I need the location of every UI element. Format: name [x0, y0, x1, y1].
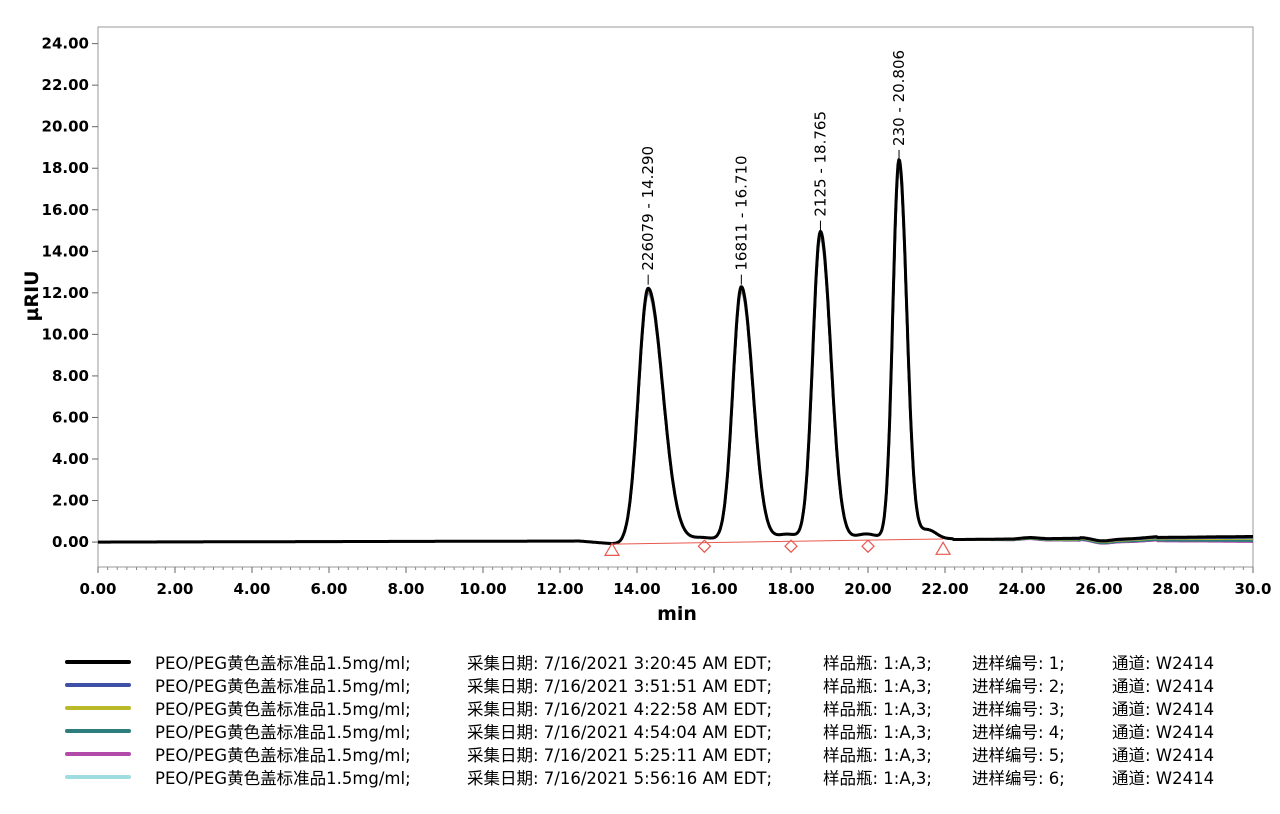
legend-injection: 进样编号: 1; [972, 653, 1065, 673]
legend-vial: 样品瓶: 1:A,3; [823, 676, 932, 696]
peak-label-layer: 226079 - 14.290 16811 - 16.710 2125 - 18.7… [639, 50, 908, 285]
legend-sample-name: PEO/PEG黄色盖标准品1.5mg/ml; [155, 653, 411, 673]
series-line-1 [97, 158, 1254, 545]
plot-frame [97, 26, 1254, 568]
integration-drop-marker [784, 539, 798, 554]
series-line-2 [97, 160, 1254, 545]
y-axis-title: µRIU [21, 270, 43, 321]
y-tick-label: 16.00 [42, 201, 89, 219]
legend-vial: 样品瓶: 1:A,3; [823, 653, 932, 673]
series-line-3 [97, 162, 1254, 545]
legend-sample-name: PEO/PEG黄色盖标准品1.5mg/ml; [155, 676, 411, 696]
legend-sample-name: PEO/PEG黄色盖标准品1.5mg/ml; [155, 699, 411, 719]
y-tick-label: 20.00 [42, 118, 89, 136]
x-tick-label: 2.00 [156, 580, 193, 598]
legend-swatch [65, 705, 131, 710]
legend-channel: 通道: W2414 [1112, 676, 1215, 696]
peak-label-3: 2125 - 18.765 [811, 111, 829, 217]
legend: PEO/PEG黄色盖标准品1.5mg/ml; 采集日期: 7/16/2021 3:… [65, 650, 1265, 788]
legend-vial: 样品瓶: 1:A,3; [823, 699, 932, 719]
integration-drop-marker [697, 539, 712, 554]
legend-swatch [65, 774, 131, 779]
legend-acquired-date: 采集日期: 7/16/2021 5:56:16 AM EDT; [467, 768, 773, 788]
legend-row: PEO/PEG黄色盖标准品1.5mg/ml; 采集日期: 7/16/2021 5:… [65, 742, 1265, 765]
y-tick-label: 10.00 [42, 325, 89, 343]
legend-acquired-date: 采集日期: 7/16/2021 3:51:51 AM EDT; [467, 676, 773, 696]
y-tick-label: 0.00 [52, 533, 89, 551]
y-tick-label: 24.00 [42, 35, 89, 53]
x-tick-label: 10.00 [459, 580, 506, 598]
legend-swatch [65, 728, 131, 733]
legend-swatch [65, 682, 131, 687]
x-tick-label: 24.00 [998, 580, 1045, 598]
y-tick-label: 2.00 [52, 492, 89, 510]
integration-drop-marker [861, 539, 875, 554]
legend-row: PEO/PEG黄色盖标准品1.5mg/ml; 采集日期: 7/16/2021 4:… [65, 719, 1265, 742]
series-line-5 [97, 164, 1254, 545]
x-tick-label: 26.00 [1075, 580, 1122, 598]
legend-vial: 样品瓶: 1:A,3; [823, 768, 932, 788]
legend-swatch [65, 751, 131, 756]
y-tick-label: 18.00 [42, 159, 89, 177]
legend-acquired-date: 采集日期: 7/16/2021 3:20:45 AM EDT; [467, 653, 773, 673]
integration-start-marker [603, 542, 621, 556]
legend-channel: 通道: W2414 [1112, 745, 1215, 765]
legend-injection: 进样编号: 6; [972, 768, 1065, 788]
integration-start-marker [935, 541, 952, 555]
y-tick-label: 22.00 [42, 76, 89, 94]
legend-row: PEO/PEG黄色盖标准品1.5mg/ml; 采集日期: 7/16/2021 5:… [65, 765, 1265, 788]
legend-sample-name: PEO/PEG黄色盖标准品1.5mg/ml; [155, 722, 411, 742]
legend-vial: 样品瓶: 1:A,3; [823, 722, 932, 742]
x-tick-label: 14.00 [613, 580, 660, 598]
legend-injection: 进样编号: 5; [972, 745, 1065, 765]
axes-layer: 0.00 2.00 4.00 6.00 8.00 10.00 12.00 14.00 16.00… [42, 26, 1272, 598]
y-tick-label: 14.00 [42, 242, 89, 260]
legend-vial: 样品瓶: 1:A,3; [823, 745, 932, 765]
y-tick-label: 8.00 [52, 367, 89, 385]
series-line-6 [97, 166, 1254, 545]
legend-sample-name: PEO/PEG黄色盖标准品1.5mg/ml; [155, 768, 411, 788]
x-tick-label: 4.00 [233, 580, 270, 598]
integration-layer [603, 538, 952, 556]
x-tick-label: 0.00 [79, 580, 116, 598]
legend-acquired-date: 采集日期: 7/16/2021 4:54:04 AM EDT; [467, 722, 773, 742]
legend-injection: 进样编号: 4; [972, 722, 1065, 742]
integration-baseline [611, 538, 944, 545]
legend-row: PEO/PEG黄色盖标准品1.5mg/ml; 采集日期: 7/16/2021 3:… [65, 673, 1265, 696]
x-tick-label: 8.00 [387, 580, 424, 598]
peak-label-1: 226079 - 14.290 [639, 146, 657, 271]
legend-injection: 进样编号: 3; [972, 699, 1065, 719]
legend-channel: 通道: W2414 [1112, 699, 1215, 719]
x-axis-title: min [657, 603, 697, 625]
legend-swatch [65, 659, 131, 664]
x-tick-label: 20.00 [844, 580, 891, 598]
x-tick-label: 18.00 [767, 580, 814, 598]
x-tick-label: 28.00 [1152, 580, 1199, 598]
legend-channel: 通道: W2414 [1112, 653, 1215, 673]
y-tick-label: 4.00 [52, 450, 89, 468]
chromatogram-chart: 0.00 2.00 4.00 6.00 8.00 10.00 12.00 14.00 16.00… [21, 26, 1272, 625]
x-tick-label: 6.00 [310, 580, 347, 598]
legend-injection: 进样编号: 2; [972, 676, 1065, 696]
legend-acquired-date: 采集日期: 7/16/2021 4:22:58 AM EDT; [467, 699, 773, 719]
legend-acquired-date: 采集日期: 7/16/2021 5:25:11 AM EDT; [467, 745, 773, 765]
legend-row: PEO/PEG黄色盖标准品1.5mg/ml; 采集日期: 7/16/2021 3:… [65, 650, 1265, 673]
x-tick-label: 12.00 [536, 580, 583, 598]
peak-label-4: 230 - 20.806 [890, 50, 908, 146]
x-tick-label: 16.00 [690, 580, 737, 598]
legend-sample-name: PEO/PEG黄色盖标准品1.5mg/ml; [155, 745, 411, 765]
x-tick-label: 30.0 [1234, 580, 1271, 598]
y-tick-label: 12.00 [42, 284, 89, 302]
series-line-4 [97, 162, 1254, 545]
y-tick-label: 6.00 [52, 408, 89, 426]
peak-label-2: 16811 - 16.710 [732, 155, 750, 270]
legend-channel: 通道: W2414 [1112, 722, 1215, 742]
series-layer [97, 158, 1254, 545]
legend-channel: 通道: W2414 [1112, 768, 1215, 788]
x-tick-label: 22.00 [921, 580, 968, 598]
legend-row: PEO/PEG黄色盖标准品1.5mg/ml; 采集日期: 7/16/2021 4:… [65, 696, 1265, 719]
